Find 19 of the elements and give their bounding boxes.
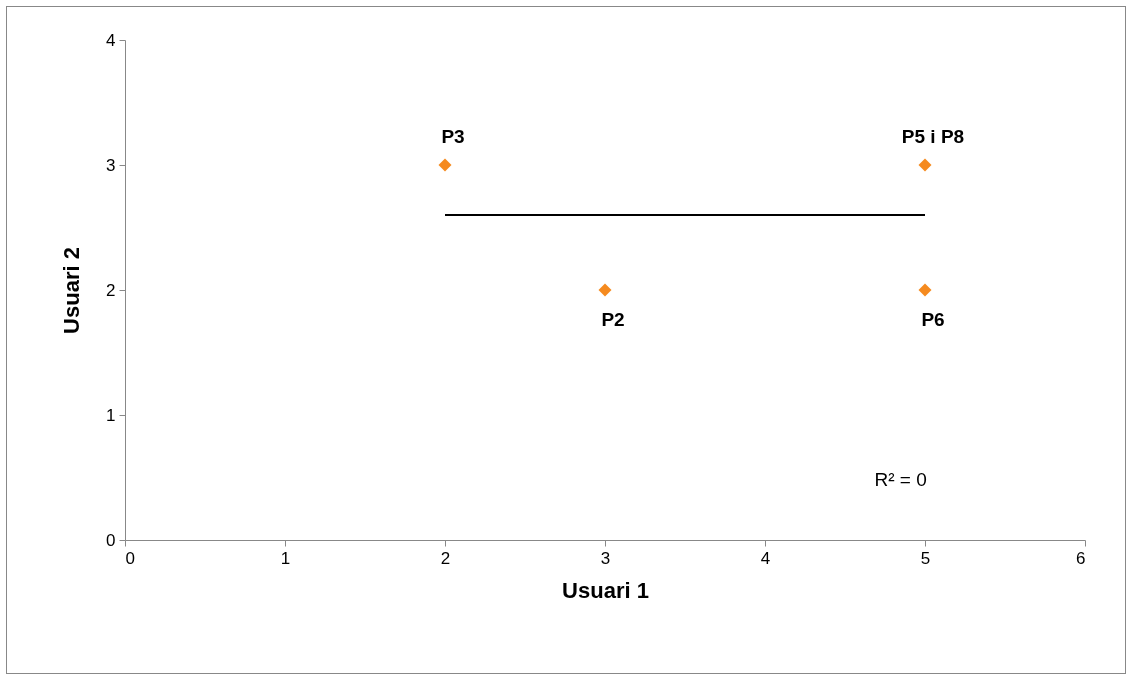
x-tick-label: 0 — [125, 548, 135, 568]
annotation: P6 — [921, 309, 945, 330]
x-axis-title: Usuari 1 — [562, 577, 649, 603]
x-tick-label: 3 — [600, 548, 611, 568]
annotation: R² = 0 — [874, 469, 927, 490]
y-tick-label: 1 — [106, 405, 116, 425]
x-tick-label: 4 — [760, 548, 771, 568]
x-tick-label: 6 — [1076, 548, 1086, 568]
y-tick-label: 2 — [106, 280, 116, 300]
annotation: P2 — [601, 309, 625, 330]
annotation: P3 — [441, 126, 465, 147]
y-tick-label: 4 — [106, 30, 116, 50]
x-tick-label: 1 — [280, 548, 291, 568]
y-tick-label: 3 — [106, 155, 116, 175]
y-axis-title: Usuari 2 — [59, 247, 85, 334]
annotation: P5 i P8 — [901, 126, 965, 147]
x-tick-label: 5 — [920, 548, 931, 568]
y-tick-label: 0 — [106, 530, 116, 550]
x-tick-label: 2 — [440, 548, 451, 568]
